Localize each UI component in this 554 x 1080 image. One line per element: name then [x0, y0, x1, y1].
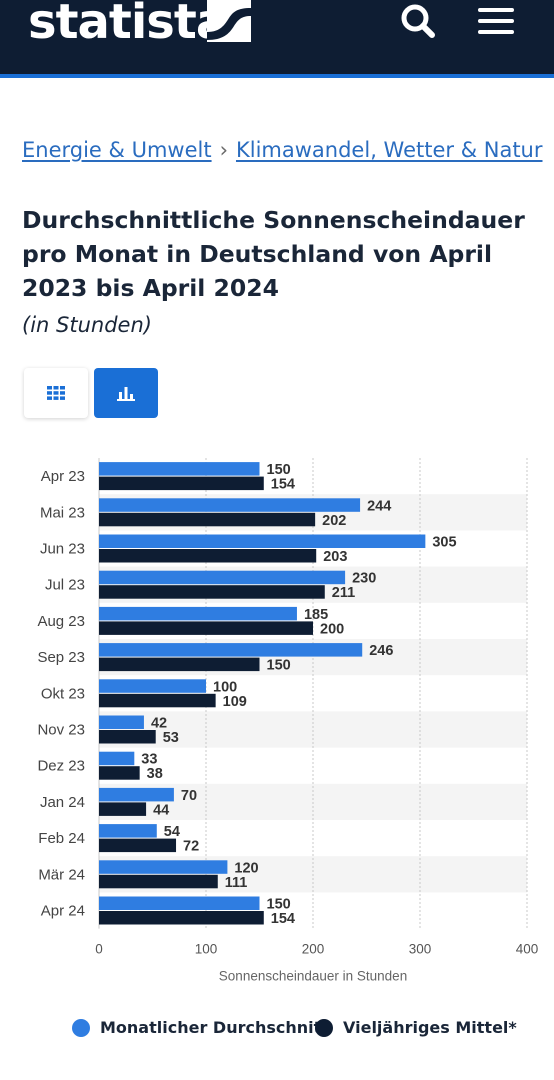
category-label: Apr 24	[41, 903, 85, 920]
bar-vieljaehrig	[99, 621, 313, 635]
x-tick-label: 100	[195, 942, 218, 957]
bar-monatlich	[99, 824, 157, 838]
x-tick-label: 400	[516, 942, 539, 957]
breadcrumb-separator: ›	[219, 138, 228, 162]
data-label: 150	[267, 658, 291, 674]
bar-monatlich	[99, 751, 135, 766]
data-label: 154	[271, 911, 295, 927]
search-button[interactable]	[394, 0, 442, 44]
data-label: 211	[332, 585, 355, 601]
bar-vieljaehrig	[99, 476, 264, 491]
data-label: 72	[183, 839, 199, 855]
bar-monatlich	[99, 570, 346, 585]
data-label: 203	[323, 549, 347, 565]
bar-monatlich	[99, 462, 260, 476]
category-label: Feb 24	[38, 830, 85, 847]
bar-monatlich	[99, 498, 361, 512]
bar-monatlich	[99, 787, 174, 802]
category-label: Dez 23	[37, 758, 85, 775]
data-label: 42	[151, 716, 167, 732]
data-label: 150	[267, 897, 291, 913]
data-label: 44	[153, 802, 169, 818]
breadcrumb-link-klimawandel[interactable]: Klimawandel, Wetter & Natur	[235, 138, 543, 162]
x-tick-label: 200	[302, 942, 325, 957]
category-label: Mär 24	[38, 866, 85, 883]
legend-label-vieljaehrig: Vieljähriges Mittel*	[343, 1018, 517, 1037]
page-subtitle: (in Stunden)	[22, 313, 152, 337]
page-title: Durchschnittliche Sonnenscheindauer pro …	[22, 206, 525, 302]
data-label: 150	[267, 462, 291, 478]
data-label: 54	[164, 824, 180, 840]
bar-vieljaehrig	[99, 838, 177, 853]
bar-vieljaehrig	[99, 693, 216, 708]
statista-logo-mark-icon	[207, 0, 251, 42]
category-label: Jun 23	[40, 541, 85, 558]
data-label: 33	[141, 752, 157, 768]
statista-logo[interactable]: statista	[28, 0, 228, 50]
data-label: 38	[147, 766, 163, 782]
bar-vieljaehrig	[99, 512, 316, 527]
bar-monatlich	[99, 896, 260, 910]
legend-dot-vieljaehrig	[315, 1018, 333, 1037]
bar-vieljaehrig	[99, 585, 325, 599]
bar-monatlich	[99, 534, 426, 548]
x-axis-title: Sonnenscheindauer in Stunden	[219, 969, 407, 984]
bar-vieljaehrig	[99, 911, 264, 925]
category-label: Apr 23	[41, 468, 85, 485]
table-grid-icon	[47, 386, 65, 400]
data-label: 230	[352, 571, 376, 587]
hamburger-menu-icon	[478, 8, 514, 34]
data-label: 120	[234, 860, 258, 876]
data-label: 53	[163, 730, 179, 746]
header-bar: statista	[0, 0, 554, 74]
data-label: 200	[320, 621, 344, 637]
data-label: 109	[223, 694, 247, 710]
legend-dot-monatlich	[72, 1018, 90, 1037]
x-tick-label: 300	[409, 942, 432, 957]
category-label: Okt 23	[41, 685, 85, 702]
bar-vieljaehrig	[99, 766, 140, 780]
breadcrumb-link-energie[interactable]: Energie & Umwelt	[22, 138, 212, 162]
table-view-button[interactable]	[24, 368, 88, 418]
bar-vieljaehrig	[99, 802, 147, 816]
bar-chart-icon	[117, 387, 135, 401]
bar-monatlich	[99, 679, 206, 693]
data-label: 202	[322, 513, 346, 529]
category-label: Mai 23	[40, 504, 85, 521]
data-label: 154	[271, 477, 295, 493]
data-label: 244	[367, 498, 391, 514]
data-label: 100	[213, 679, 237, 695]
legend-item-vieljaehrig[interactable]: Vieljähriges Mittel*	[315, 1018, 517, 1037]
x-tick-label: 0	[95, 942, 103, 957]
bar-vieljaehrig	[99, 657, 260, 672]
bar-vieljaehrig	[99, 874, 218, 889]
chart-view-button[interactable]	[94, 368, 158, 418]
category-label: Nov 23	[37, 722, 85, 739]
data-label: 111	[225, 875, 248, 891]
legend-item-monatlich[interactable]: Monatlicher Durchschnitt	[72, 1018, 329, 1037]
bar-vieljaehrig	[99, 730, 156, 744]
category-label: Jan 24	[40, 794, 85, 811]
menu-button[interactable]	[472, 0, 520, 44]
search-icon	[401, 4, 435, 38]
data-label: 70	[181, 788, 197, 804]
bar-monatlich	[99, 860, 228, 874]
legend-label-monatlich: Monatlicher Durchschnitt	[100, 1018, 329, 1037]
category-label: Aug 23	[37, 613, 85, 630]
row-band	[99, 711, 527, 748]
data-label: 246	[369, 643, 393, 659]
bar-vieljaehrig	[99, 549, 317, 563]
data-label: 305	[432, 535, 456, 551]
category-label: Sep 23	[37, 649, 85, 666]
category-label: Jul 23	[45, 577, 85, 594]
bar-monatlich	[99, 643, 363, 657]
breadcrumb: Energie & Umwelt › Klimawandel, Wetter & N…	[22, 138, 543, 162]
header-accent-line	[0, 74, 554, 78]
bar-monatlich	[99, 606, 297, 621]
data-label: 185	[304, 607, 328, 623]
bar-monatlich	[99, 715, 144, 729]
